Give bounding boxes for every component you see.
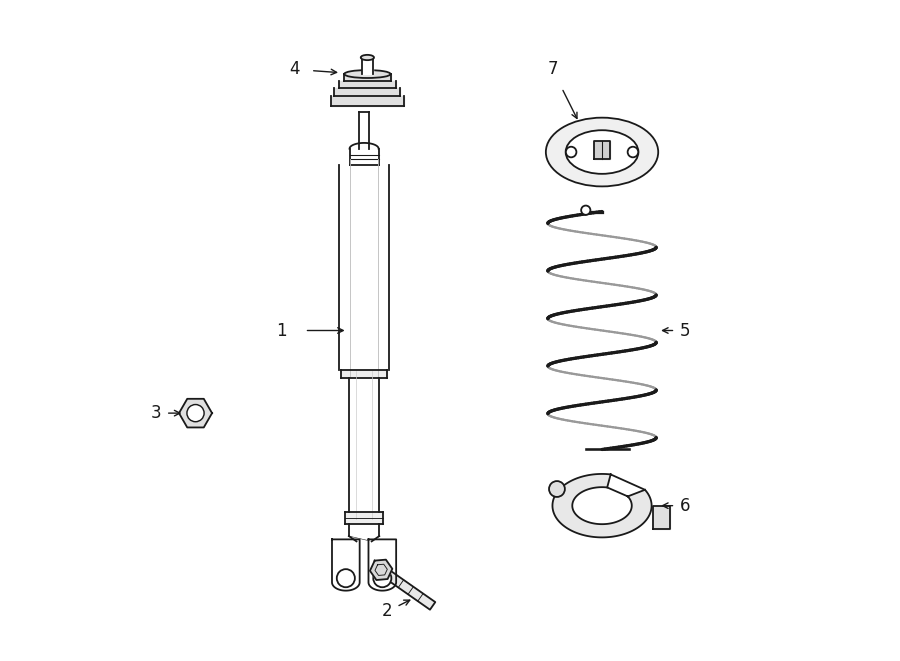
Text: 4: 4	[290, 60, 300, 79]
Circle shape	[627, 147, 638, 157]
Polygon shape	[334, 88, 400, 96]
Circle shape	[374, 569, 392, 587]
Polygon shape	[345, 512, 383, 524]
Polygon shape	[349, 378, 379, 512]
Text: 3: 3	[150, 404, 161, 422]
Polygon shape	[362, 58, 373, 74]
Polygon shape	[339, 81, 396, 88]
Polygon shape	[349, 524, 379, 536]
Polygon shape	[382, 568, 436, 609]
Polygon shape	[370, 560, 392, 580]
Polygon shape	[332, 539, 360, 591]
Polygon shape	[341, 370, 387, 378]
Circle shape	[337, 569, 355, 587]
Text: 6: 6	[680, 496, 690, 515]
Circle shape	[187, 405, 204, 422]
Polygon shape	[344, 74, 391, 81]
Polygon shape	[331, 96, 404, 106]
Polygon shape	[653, 506, 670, 529]
Text: 1: 1	[276, 321, 287, 340]
Circle shape	[549, 481, 565, 497]
Polygon shape	[349, 143, 379, 165]
Polygon shape	[339, 165, 389, 370]
Circle shape	[581, 206, 590, 215]
Text: 5: 5	[680, 321, 690, 340]
Polygon shape	[179, 399, 212, 428]
Ellipse shape	[566, 130, 638, 174]
Polygon shape	[359, 112, 369, 149]
Ellipse shape	[545, 118, 658, 186]
Polygon shape	[368, 539, 396, 591]
Polygon shape	[594, 141, 610, 159]
Polygon shape	[553, 474, 652, 537]
Circle shape	[566, 147, 576, 157]
Text: 2: 2	[382, 602, 392, 621]
Ellipse shape	[361, 55, 374, 60]
Ellipse shape	[344, 70, 391, 78]
Text: 7: 7	[547, 60, 558, 79]
